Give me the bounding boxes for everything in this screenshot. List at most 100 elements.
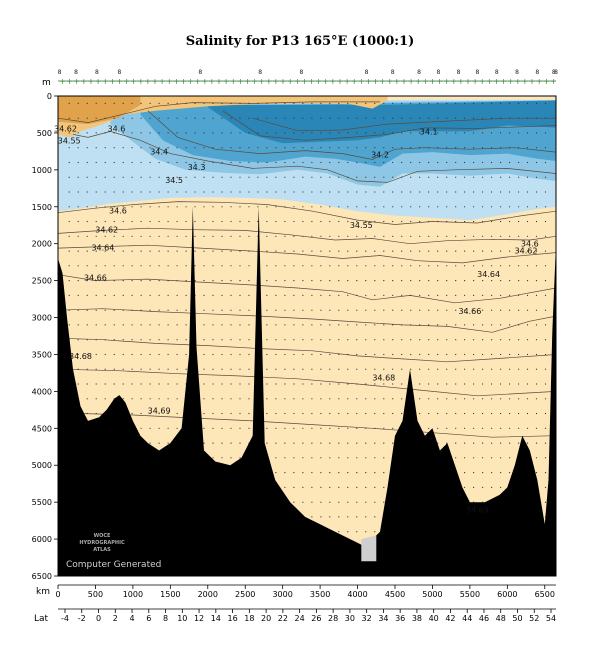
sample-dot: [248, 206, 250, 208]
sample-dot: [500, 176, 502, 178]
sample-dot: [544, 368, 547, 370]
sample-dot: [365, 191, 367, 193]
sample-dot: [284, 220, 286, 223]
sample-dot: [464, 161, 466, 164]
sample-dot: [203, 206, 205, 208]
sample-dot: [230, 265, 232, 267]
station-marker: +: [500, 77, 507, 86]
sample-dot: [500, 132, 502, 134]
sample-dot: [500, 398, 502, 400]
sample-dot: [131, 294, 133, 296]
station-label: 8: [535, 69, 539, 76]
station-marker: +: [337, 77, 344, 86]
sample-dot: [293, 161, 295, 164]
sample-dot: [338, 161, 340, 164]
sample-dot: [176, 427, 178, 429]
sample-dot: [347, 161, 349, 164]
sample-dot: [302, 147, 304, 149]
sample-dot: [248, 398, 250, 400]
sample-dot: [509, 309, 511, 311]
sample-dot: [535, 220, 538, 223]
sample-dot: [365, 147, 367, 149]
sample-dot: [347, 383, 349, 385]
sample-dot: [221, 442, 223, 444]
sample-dot: [221, 176, 223, 178]
station-marker: +: [237, 77, 244, 86]
station-marker: +: [443, 77, 450, 86]
sample-dot: [374, 147, 376, 149]
sample-dot: [500, 102, 502, 104]
sample-dot: [518, 309, 520, 311]
sample-dot: [131, 132, 133, 134]
sample-dot: [158, 398, 160, 400]
sample-dot: [293, 442, 295, 444]
sample-dot: [365, 368, 367, 370]
sample-dot: [482, 309, 484, 311]
sample-dot: [212, 161, 214, 164]
sample-dot: [77, 132, 79, 134]
sample-dot: [320, 339, 322, 341]
sample-dot: [500, 442, 502, 444]
sample-dot: [248, 176, 250, 178]
lat-tick-label: 48: [496, 614, 506, 623]
sample-dot: [526, 368, 529, 370]
sample-dot: [509, 383, 511, 385]
sample-dot: [86, 161, 88, 164]
contour-line: [57, 201, 557, 225]
sample-dot: [374, 442, 376, 444]
sample-dot: [392, 427, 394, 429]
sample-dot: [392, 102, 394, 104]
sample-dot: [347, 132, 349, 134]
sample-dot: [77, 176, 79, 178]
sample-dot: [104, 265, 106, 267]
sample-dot: [302, 309, 304, 311]
contour-lines-layer: [57, 101, 557, 438]
sample-dot: [509, 368, 511, 370]
sample-dot: [203, 427, 205, 429]
sample-dot: [365, 132, 367, 134]
sample-dot: [293, 220, 295, 223]
sample-dot: [113, 250, 115, 252]
sample-dot: [365, 442, 367, 444]
sample-dot: [212, 265, 214, 267]
sample-dot: [509, 339, 511, 341]
sample-dot: [158, 147, 160, 149]
sample-dot: [535, 132, 538, 134]
sample-dot: [86, 206, 88, 208]
station-marker: +: [308, 77, 315, 86]
contour-line: [57, 368, 557, 397]
sample-dot: [140, 117, 142, 119]
sample-dot: [122, 102, 124, 104]
sample-dot: [374, 427, 376, 429]
sample-dot: [266, 220, 268, 223]
sample-dot: [419, 161, 421, 164]
sample-dot: [428, 147, 430, 149]
sample-dot: [221, 427, 223, 429]
sample-dot: [473, 294, 475, 296]
contour-line: [57, 227, 557, 245]
computer-generated-credit: Computer Generated: [66, 560, 161, 570]
sample-dot: [455, 117, 457, 119]
sample-dot: [437, 383, 439, 385]
sample-dot: [275, 398, 277, 400]
sample-dot: [482, 102, 484, 104]
sample-dot: [266, 176, 268, 178]
sample-dot: [365, 206, 367, 208]
sample-dot: [194, 102, 196, 104]
sample-dot: [356, 235, 358, 237]
contour-label: 34.4: [150, 147, 168, 156]
sample-dot: [176, 206, 178, 208]
sample-dot: [239, 398, 241, 400]
sample-dot: [392, 250, 394, 252]
sample-dot: [131, 147, 133, 149]
sample-dot: [86, 117, 88, 119]
sample-dot: [113, 191, 115, 193]
sample-dot: [302, 486, 304, 488]
sample-dot: [374, 294, 376, 296]
sample-dot: [401, 339, 403, 341]
sample-dot: [77, 102, 79, 104]
sample-dot: [212, 442, 214, 444]
y-tick-label: 2500: [32, 277, 52, 286]
sample-dot: [266, 412, 268, 415]
sample-dot: [185, 339, 187, 341]
